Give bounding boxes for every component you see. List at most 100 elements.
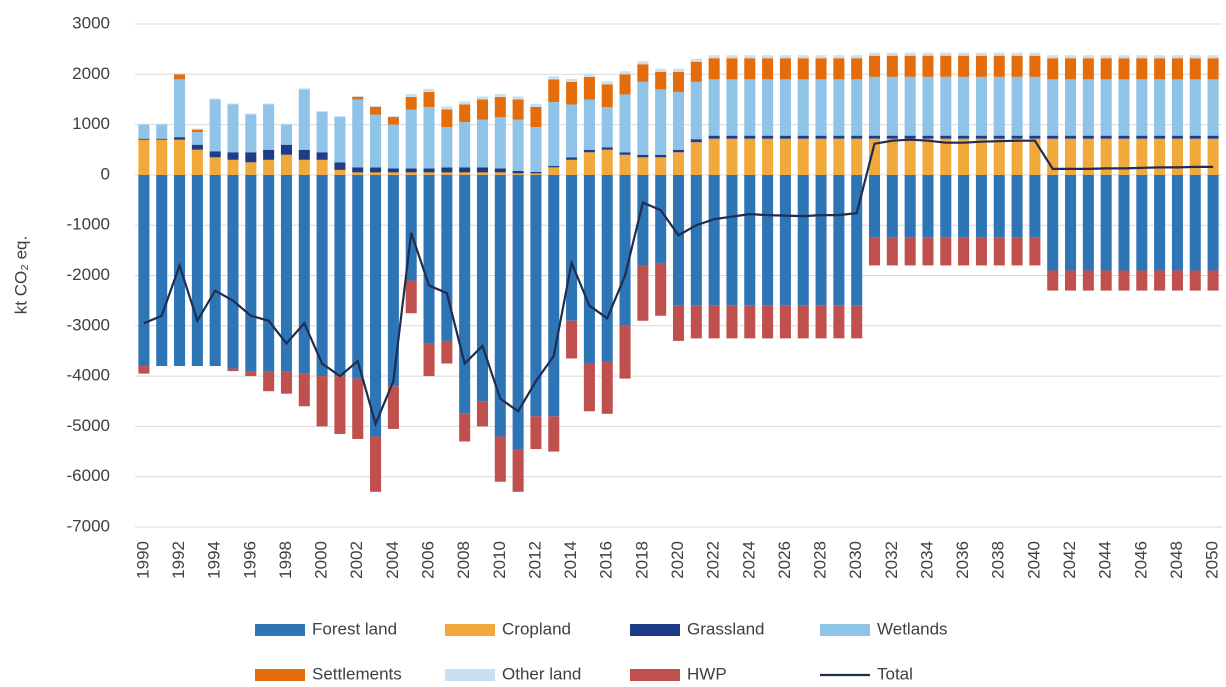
legend-swatch (255, 624, 305, 636)
bar-segment (1011, 55, 1023, 77)
bar-segment (1029, 76, 1041, 136)
bar-segment (1171, 58, 1183, 80)
bar-segment (459, 413, 471, 442)
bar-segment (940, 138, 952, 175)
bar-segment (1065, 55, 1077, 59)
bar-segment (405, 172, 417, 175)
bar-segment (975, 76, 987, 136)
bar-segment (975, 237, 987, 266)
bar-segment (512, 174, 524, 450)
x-tick-label: 2018 (632, 541, 651, 579)
y-tick-label: 2000 (72, 64, 110, 83)
bar-segment (851, 305, 863, 339)
total-line (143, 138, 1214, 428)
bar-segment (476, 99, 489, 120)
legend-swatch (255, 669, 305, 681)
bar-segment (352, 174, 364, 379)
bar-segment (958, 237, 970, 266)
bar-segment (548, 174, 560, 417)
bar-segment (494, 117, 506, 169)
bar-segment (352, 172, 364, 175)
bar-segment (868, 174, 881, 238)
bar-segment (370, 436, 382, 492)
bar-segment (476, 172, 489, 175)
bar-segment (1154, 79, 1166, 136)
bar-segment (637, 64, 649, 82)
bar-segment (245, 113, 257, 115)
bar-segment (494, 96, 506, 118)
bar-segment (904, 138, 916, 175)
bar-segment (138, 124, 150, 139)
bar-segment (637, 174, 649, 266)
bar-segment (566, 78, 578, 82)
bar-segment (886, 76, 898, 136)
x-tick-label: 2034 (917, 541, 936, 579)
bar-segment (922, 237, 934, 266)
bar-segment (904, 76, 916, 136)
x-tick-label: 2048 (1167, 541, 1186, 579)
legend-swatch (445, 669, 495, 681)
bar-segment (263, 149, 275, 160)
bar-segment (370, 174, 382, 437)
bar-segment (316, 112, 328, 153)
x-tick-label: 2008 (454, 541, 473, 579)
bar-segment (566, 174, 578, 321)
x-tick-label: 2030 (846, 541, 865, 579)
bar-segment (690, 58, 702, 62)
bar-segment (423, 172, 435, 175)
x-tick-label: 1990 (133, 541, 152, 579)
bar-segment (779, 174, 791, 306)
bar-segment (191, 144, 203, 150)
x-tick-label: 2050 (1203, 541, 1222, 579)
bar-segment (655, 68, 667, 72)
bar-segment (512, 173, 524, 175)
bar-segment (1065, 79, 1077, 136)
bar-segment (833, 138, 845, 175)
bar-segment (1207, 55, 1219, 59)
bar-segment (619, 94, 631, 153)
bar-segment (1047, 55, 1059, 59)
bar-segment (1171, 79, 1183, 136)
bar-segment (833, 79, 845, 136)
bar-segment (227, 103, 239, 105)
bar-segment (993, 76, 1005, 136)
bar-segment (316, 111, 328, 113)
bar-segment (886, 52, 898, 56)
bar-segment (833, 305, 845, 339)
bar-segment (744, 174, 756, 306)
bar-segment (779, 135, 791, 139)
bar-segment (156, 139, 168, 175)
bar-segment (1100, 55, 1112, 59)
bar-segment (352, 96, 364, 100)
y-tick-label: -7000 (67, 516, 110, 535)
bar-segment (1100, 270, 1112, 291)
bar-segment (601, 174, 613, 362)
bar-segment (1154, 270, 1166, 291)
bar-segment (726, 135, 738, 139)
bar-segment (958, 174, 970, 238)
legend-label: Total (877, 664, 913, 683)
bar-segment (548, 167, 560, 175)
bar-segment (156, 124, 168, 139)
bar-segment (690, 61, 702, 82)
bar-segment (744, 79, 756, 136)
bar-segment (833, 55, 845, 59)
bar-segment (726, 174, 738, 306)
bar-segment (387, 168, 399, 173)
bar-segment (227, 368, 239, 372)
bar-segment (1029, 135, 1041, 139)
bar-segment (191, 132, 203, 145)
legend-label: Other land (502, 664, 581, 683)
x-tick-label: 2014 (561, 541, 580, 579)
bar-segment (441, 174, 453, 341)
bar-segment (744, 55, 756, 59)
bar-segment (975, 174, 987, 238)
legend-swatch (445, 624, 495, 636)
bar-segment (833, 174, 845, 306)
bar-segment (548, 416, 560, 452)
bar-segment (405, 109, 417, 169)
bar-segment (797, 305, 809, 339)
bar-segment (851, 138, 863, 175)
legend-label: Wetlands (877, 619, 948, 638)
bar-segment (637, 154, 649, 158)
